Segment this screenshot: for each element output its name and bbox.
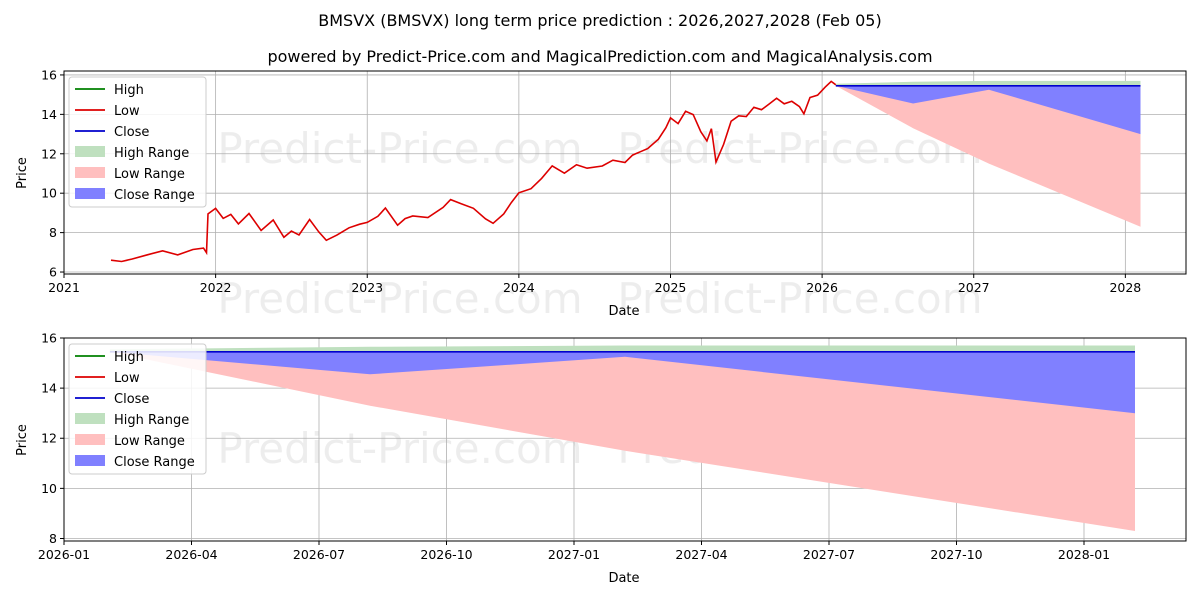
y-tick-label: 12 — [41, 431, 57, 446]
top-x-ticks: 2021 2022 2023 2024 2025 2026 2027 2028 — [48, 274, 1141, 295]
y-tick-label: 8 — [49, 225, 57, 240]
x-tick-label: 2026-04 — [165, 547, 217, 562]
top-legend-high-range-swatch — [75, 146, 105, 157]
top-legend-close-label: Close — [114, 125, 149, 140]
bottom-legend-low-range-label: Low Range — [114, 434, 185, 449]
bottom-low-range-area — [109, 351, 1135, 531]
bottom-y-ticks: 8 10 12 14 16 — [41, 331, 64, 546]
top-legend-high-label: High — [114, 83, 144, 98]
top-legend-low-range-swatch — [75, 167, 105, 178]
x-tick-label: 2028 — [1109, 280, 1141, 295]
chart-subtitle: powered by Predict-Price.com and Magical… — [267, 47, 932, 66]
y-tick-label: 14 — [41, 381, 57, 396]
x-tick-label: 2024 — [503, 280, 535, 295]
top-legend-low-label: Low — [114, 104, 140, 119]
y-tick-label: 14 — [41, 107, 57, 122]
x-tick-label: 2021 — [48, 280, 80, 295]
x-tick-label: 2022 — [200, 280, 232, 295]
bottom-legend: High Low Close High Range Low Range Clos… — [68, 343, 207, 475]
top-low-price-line — [110, 80, 837, 263]
y-tick-label: 10 — [41, 481, 57, 496]
top-watermark-left: Predict-Price.com — [217, 124, 582, 173]
y-tick-label: 6 — [49, 265, 57, 280]
bottom-legend-close-label: Close — [114, 392, 149, 407]
x-tick-label: 2028-01 — [1058, 547, 1110, 562]
bottom-y-axis-label: Price — [15, 424, 30, 456]
x-tick-label: 2026-10 — [420, 547, 472, 562]
bottom-legend-low-range-swatch — [75, 434, 105, 445]
top-close-range-area — [835, 85, 1141, 135]
chart-title: BMSVX (BMSVX) long term price prediction… — [318, 11, 881, 30]
y-tick-label: 12 — [41, 146, 57, 161]
top-low-range-area — [835, 85, 1141, 227]
y-tick-label: 16 — [41, 67, 57, 82]
bottom-close-range-area — [109, 351, 1135, 414]
top-panel: Predict-Price.com Predict-Price.com Pred… — [15, 67, 1187, 323]
bottom-legend-high-range-label: High Range — [114, 413, 189, 428]
x-tick-label: 2027-07 — [803, 547, 855, 562]
bottom-high-range-area — [109, 345, 1135, 352]
bottom-x-axis-label: Date — [608, 571, 639, 586]
y-tick-label: 8 — [49, 531, 57, 546]
top-y-ticks: 6 8 10 12 14 16 — [41, 67, 64, 280]
x-tick-label: 2027-10 — [930, 547, 982, 562]
x-tick-label: 2027-04 — [675, 547, 727, 562]
y-tick-label: 10 — [41, 186, 57, 201]
top-legend-close-range-label: Close Range — [114, 188, 195, 203]
x-tick-label: 2023 — [351, 280, 383, 295]
bottom-legend-close-range-label: Close Range — [114, 455, 195, 470]
top-legend: High Low Close High Range Low Range Clos… — [68, 76, 207, 208]
bottom-panel: Predict-Price.com Predict-Price.com 2026… — [15, 331, 1187, 586]
x-tick-label: 2025 — [655, 280, 687, 295]
top-watermark-right-2: Predict-Price.com — [617, 274, 982, 323]
bottom-legend-high-label: High — [114, 350, 144, 365]
top-high-range-area — [835, 80, 1141, 86]
x-tick-label: 2027 — [958, 280, 990, 295]
bottom-axes-frame — [63, 337, 1187, 542]
x-tick-label: 2026-01 — [38, 547, 90, 562]
x-tick-label: 2027-01 — [548, 547, 600, 562]
top-legend-low-range-label: Low Range — [114, 167, 185, 182]
top-y-axis-label: Price — [15, 157, 30, 189]
y-tick-label: 16 — [41, 331, 57, 346]
top-x-axis-label: Date — [608, 304, 639, 319]
top-watermark-left-2: Predict-Price.com — [217, 274, 582, 323]
bottom-legend-close-range-swatch — [75, 455, 105, 466]
top-legend-close-range-swatch — [75, 188, 105, 199]
x-tick-label: 2026 — [806, 280, 838, 295]
bottom-x-ticks: 2026-01 2026-04 2026-07 2026-10 2027-01 2027-… — [38, 541, 1110, 562]
x-tick-label: 2026-07 — [293, 547, 345, 562]
top-legend-high-range-label: High Range — [114, 146, 189, 161]
top-axes-frame — [63, 70, 1187, 275]
bottom-legend-high-range-swatch — [75, 413, 105, 424]
bottom-legend-low-label: Low — [114, 371, 140, 386]
